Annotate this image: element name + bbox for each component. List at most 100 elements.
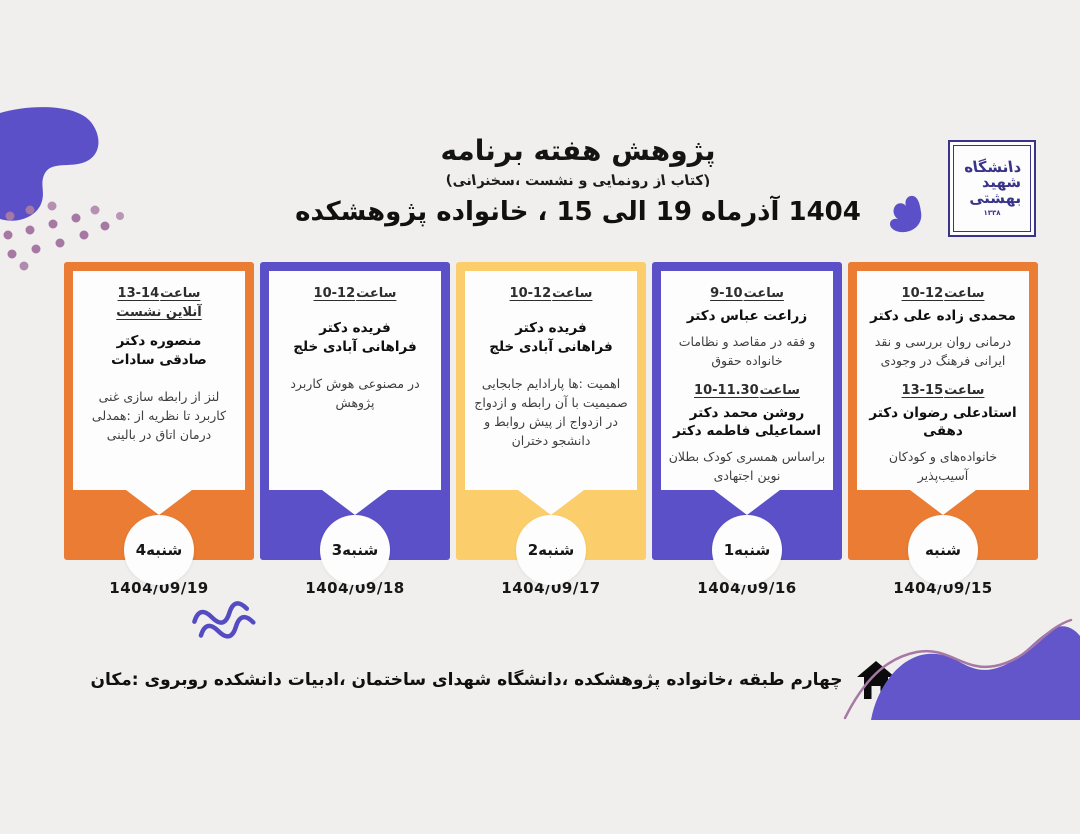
session-time-label: ساعت [552, 286, 593, 301]
session-time-label: ساعت [743, 286, 784, 301]
session-topic: نقد و بررسی روان درمانی وجودی در فرهنگ ا… [874, 333, 1012, 368]
card-body: 10-12ساعت دکتر فریده خلج آبادی فراهانی جابج… [465, 271, 637, 490]
mini-blob-decoration [890, 195, 922, 233]
speaker-group: دکتر رضوان استادعلی دهقی [863, 404, 1023, 441]
day-circle: 2 شنبه [516, 515, 586, 585]
session-time-range: 10-12 [313, 286, 356, 301]
day-circle: شنبه [908, 515, 978, 585]
session-time: 10-12ساعت [902, 286, 985, 301]
speaker-name: دکتر فریده [319, 320, 391, 336]
speaker-name: دکتر فاطمه اسماعیلی [673, 423, 821, 440]
curve-line-decoration [843, 618, 1073, 720]
session-time-range: 13-14 [117, 286, 160, 301]
page-subtitle: (سخنرانی، نشست و رونمایی از کتاب) [444, 173, 712, 189]
speaker-name: خلج آبادی فراهانی [489, 338, 613, 355]
card-frame: 13-14ساعت نشست آنلاین دکتر منصوره سادات صاد… [64, 262, 254, 585]
day-circle: 3 شنبه [320, 515, 390, 585]
speaker-group: دکتر علی زاده محمدی [863, 307, 1023, 326]
university-founding-year: ۱۳۳۸ [983, 208, 1001, 217]
session-block: 10-11.30ساعت دکتر محمد روشن دکتر فاطمه اسم… [667, 379, 827, 490]
session-block: 13-14ساعت نشست آنلاین دکتر منصوره سادات صاد… [79, 282, 239, 444]
session-time-range: 10-11.30 [694, 382, 759, 398]
session-time-row: 10-12ساعت [275, 282, 435, 307]
session-time-label: ساعت [944, 382, 985, 398]
blob-top-left-decoration [0, 107, 99, 221]
session-time-row: 9-10ساعت [667, 282, 827, 307]
date-label: 1404/09/17 [501, 579, 601, 597]
card-frame: 9-10ساعت دکتر عباس زراعت نظامات و مقاصد در… [652, 262, 842, 585]
speaker-name: سادات صادقی [111, 351, 207, 368]
date-label: 1404/09/19 [109, 579, 209, 597]
speaker-name: دکتر علی زاده محمدی [870, 308, 1016, 324]
date-label: 1404/09/16 [697, 579, 797, 597]
session-block: 9-10ساعت دکتر عباس زراعت نظامات و مقاصد در… [667, 282, 827, 370]
card-tail [714, 490, 780, 515]
session-topic: کاربرد هوش مصنوعی در پژوهش [290, 376, 420, 411]
session-time: 13-14ساعت [118, 286, 201, 301]
session-time-label: ساعت [944, 286, 985, 301]
dots-pattern-decoration [3, 201, 124, 271]
session-time-label: ساعت [160, 286, 201, 301]
speaker-name: خلج آبادی فراهانی [293, 338, 417, 355]
session-time-range: 13-15 [901, 382, 944, 398]
session-topic: غنی سازی رابطه از لنز همدلی: از نظریه تا… [91, 389, 227, 443]
university-logo-inner: دانشگاه شهید بهشتی ۱۳۳۸ [953, 145, 1031, 232]
card-tail [126, 490, 192, 515]
speaker-name: دکتر عباس زراعت [686, 308, 808, 324]
speaker-name: دکتر منصوره [116, 333, 202, 349]
date-label: 1404/09/15 [893, 579, 993, 597]
session-topic: جابجایی پارادایم ها: اهمیت ازدواج و رابط… [474, 376, 628, 449]
session-block: 13-15ساعت دکتر رضوان استادعلی دهقی کودکان … [863, 379, 1023, 485]
session-time-row: 10-12ساعت [471, 282, 631, 307]
university-name-line: بهشتی [967, 188, 1022, 207]
session-time-row: 13-15ساعت [863, 379, 1023, 404]
speaker-name: دکتر فریده [515, 320, 587, 336]
session-time: 10-12ساعت [510, 286, 593, 301]
session-block: 10-12ساعت دکتر فریده خلج آبادی فراهانی کارب… [275, 282, 435, 412]
card-body: 9-10ساعت دکتر عباس زراعت نظامات و مقاصد در… [661, 271, 833, 490]
location-row: مکان: روبروی دانشکده ادبیات، ساختمان شهد… [0, 660, 985, 700]
session-topic: کودکان و خانواده‌های آسیب‌پذیر [888, 448, 998, 483]
card-frame: 10-12ساعت دکتر علی زاده محمدی نقد و بررسی … [848, 262, 1038, 585]
institute-date-line: پژوهشکده خانواده ، 15 الی 19 آذرماه 1404 [295, 197, 861, 227]
session-time-row: 10-12ساعت [863, 282, 1023, 307]
location-text: مکان: روبروی دانشکده ادبیات، ساختمان شهد… [90, 670, 843, 690]
day-circle: 4 شنبه [124, 515, 194, 585]
session-block: 10-12ساعت دکتر علی زاده محمدی نقد و بررسی … [863, 282, 1023, 370]
session-topic: نظامات و مقاصد در فقه و حقوق خانواده [678, 333, 816, 368]
date-label: 1404/09/18 [305, 579, 405, 597]
session-block: 10-12ساعت دکتر فریده خلج آبادی فراهانی جابج… [471, 282, 631, 450]
session-time-range: 9-10 [710, 286, 743, 301]
session-time: 9-10ساعت [710, 286, 784, 301]
card-body: 13-14ساعت نشست آنلاین دکتر منصوره سادات صاد… [73, 271, 245, 490]
session-time-range: 10-12 [901, 286, 944, 301]
day-circle: 1 شنبه [712, 515, 782, 585]
card-frame: 10-12ساعت دکتر فریده خلج آبادی فراهانی کارب… [260, 262, 450, 585]
session-time-range: 10-12 [509, 286, 552, 301]
day-card: 10-12ساعت دکتر فریده خلج آبادی فراهانی جابج… [456, 262, 646, 607]
card-tail [910, 490, 976, 515]
university-name: دانشگاه شهید بهشتی [962, 158, 1022, 207]
header: برنامه هفته پژوهش (سخنرانی، نشست و رونما… [88, 134, 1068, 227]
session-time: 10-11.30ساعت [694, 383, 800, 398]
session-time-row: 10-11.30ساعت [667, 379, 827, 404]
session-time: 10-12ساعت [314, 286, 397, 301]
card-tail [518, 490, 584, 515]
card-tail [322, 490, 388, 515]
speaker-group: دکتر فریده خلج آبادی فراهانی [275, 319, 435, 356]
session-time: 13-15ساعت [902, 383, 985, 398]
speaker-group: دکتر عباس زراعت [667, 307, 827, 326]
schedule-cards: 10-12ساعت دکتر علی زاده محمدی نقد و بررسی … [64, 262, 1038, 607]
day-card: 13-14ساعت نشست آنلاین دکتر منصوره سادات صاد… [64, 262, 254, 607]
session-topic: بطلان کودک همسری براساس اجتهادی نوین [668, 448, 826, 483]
page-title: برنامه هفته پژوهش [440, 134, 716, 167]
day-card: 9-10ساعت دکتر عباس زراعت نظامات و مقاصد در… [652, 262, 842, 607]
squiggle-decoration [192, 601, 256, 639]
card-body: 10-12ساعت دکتر فریده خلج آبادی فراهانی کارب… [269, 271, 441, 490]
card-body: 10-12ساعت دکتر علی زاده محمدی نقد و بررسی … [857, 271, 1029, 490]
speaker-name: دکتر محمد روشن [689, 404, 805, 421]
session-type: نشست آنلاین [116, 305, 202, 320]
day-card: 10-12ساعت دکتر فریده خلج آبادی فراهانی کارب… [260, 262, 450, 607]
university-logo: دانشگاه شهید بهشتی ۱۳۳۸ [948, 140, 1036, 237]
